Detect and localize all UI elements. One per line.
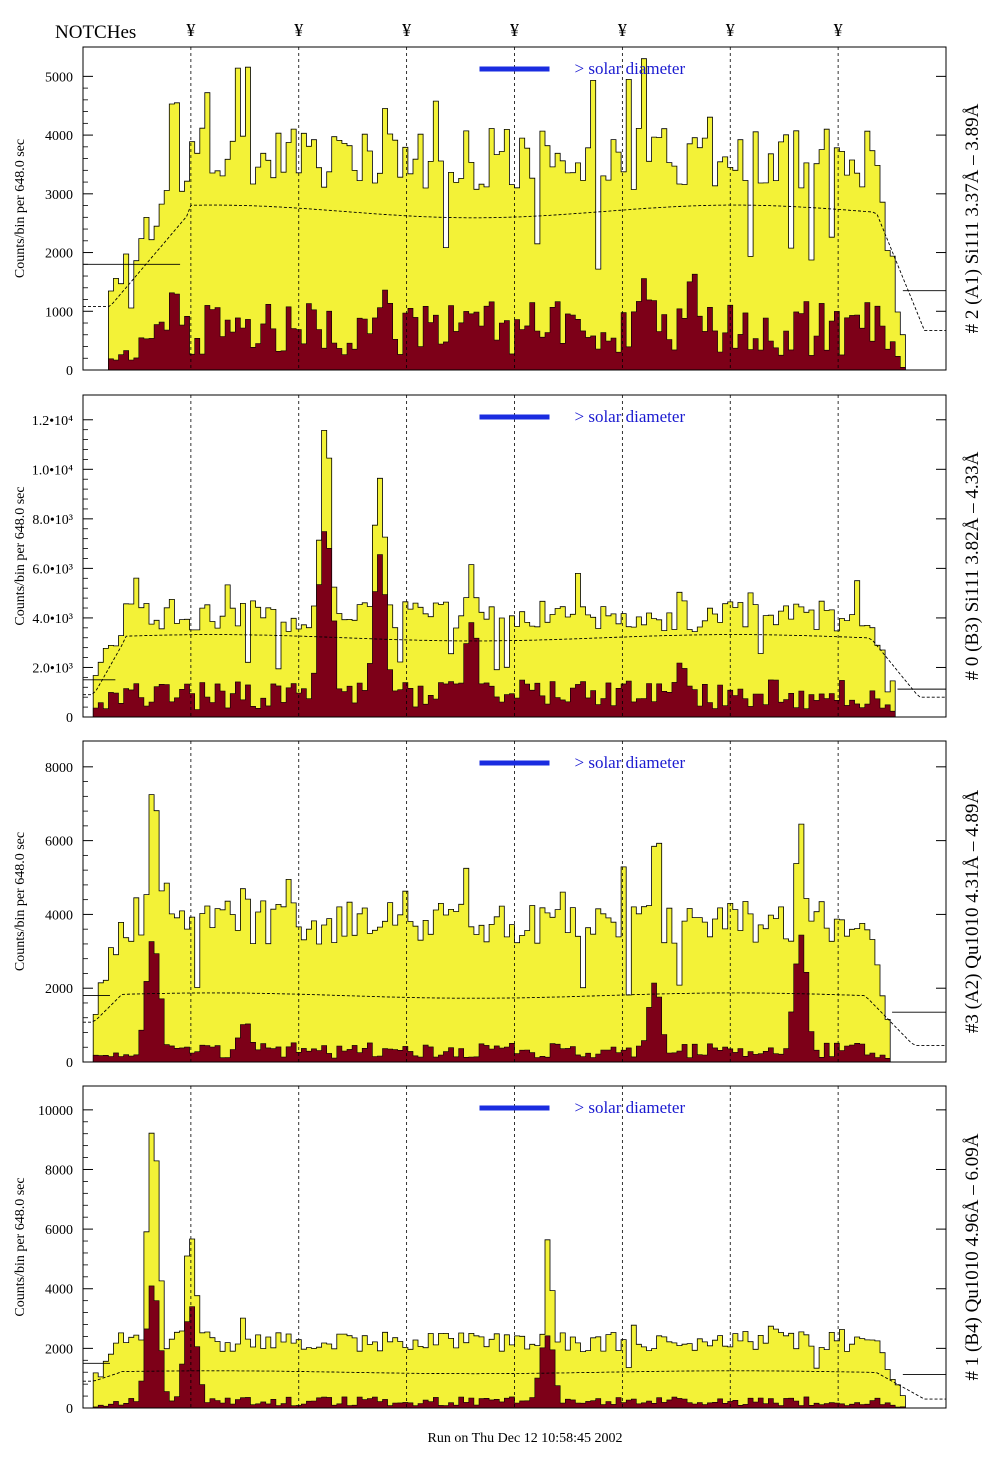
notch-symbol-2: ¥ [294,20,303,40]
y-tick-label: 5000 [45,70,73,85]
y-tick-label: 4.0•10³ [32,612,73,627]
panel-label: # 1 (B4) Qu1010 4.96Å – 6.09Å [962,1133,983,1380]
total-counts-histogram [83,58,946,371]
notch-symbol-4: ¥ [510,20,519,40]
legend-label: > solar diameter [575,59,686,78]
model-fit-curve [83,992,946,1046]
y-tick-label: 2.0•10³ [32,661,73,676]
total-counts-histogram [83,430,946,718]
spectrum-panel-3: 0 2000 4000 6000 8000 Counts/bin per 648.0 se… [13,740,983,1071]
y-tick-label: 6000 [45,835,73,850]
notch-title: NOTCHes [55,22,136,43]
panel-label: # 0 (B3) Si111 3.82Å – 4.33Å [962,451,983,680]
spectrum-panel-4: 0 2000 4000 6000 8000 10000 Counts/bin per 648… [13,1085,983,1417]
signal-counts-histogram [83,934,946,1063]
panel-label: # 2 (A1) Si111 3.37Å – 3.89Å [962,103,983,333]
y-tick-label: 8000 [45,761,73,776]
total-counts-histogram [83,1132,946,1409]
spectrum-panel-1: 0 1000 2000 3000 4000 5000 Counts/bin per 648.… [13,46,983,379]
y-axis-title: Counts/bin per 648.0 sec [13,139,28,278]
y-tick-label: 1000 [45,305,73,320]
y-tick-label: 8.0•10³ [32,513,73,528]
y-tick-label: 0 [66,711,73,726]
notch-symbol-7: ¥ [834,20,843,40]
y-tick-label: 2000 [45,1342,73,1357]
y-axis-title: Counts/bin per 648.0 sec [13,832,28,971]
y-tick-label: 3000 [45,188,73,203]
y-axis-title: Counts/bin per 648.0 sec [13,486,28,625]
y-tick-label: 10000 [38,1104,73,1119]
plot-frame [82,740,947,1063]
y-tick-label: 4000 [45,129,73,144]
signal-counts-histogram [83,531,946,718]
notch-symbol-5: ¥ [618,20,627,40]
notch-symbol-6: ¥ [726,20,735,40]
legend-label: > solar diameter [575,407,686,426]
legend-label: > solar diameter [575,1098,686,1117]
y-tick-label: 4000 [45,908,73,923]
y-tick-label: 0 [66,1402,73,1417]
y-tick-label: 0 [66,364,73,379]
spectrum-panel-2: 0 2.0•10³ 4.0•10³ 6.0•10³ 8.0•10³ 1.0•10⁴ 1.2•… [13,394,983,726]
legend-label: > solar diameter [575,753,686,772]
y-tick-label: 1.2•10⁴ [32,414,73,429]
y-axis-title: Counts/bin per 648.0 sec [13,1177,28,1316]
y-tick-label: 1.0•10⁴ [32,463,73,478]
notch-symbol-1: ¥ [186,20,195,40]
signal-counts-histogram [83,1285,946,1409]
notch-symbol-3: ¥ [402,20,411,40]
y-tick-label: 6000 [45,1223,73,1238]
signal-counts-histogram [83,273,946,371]
y-tick-label: 4000 [45,1283,73,1298]
spectrum-panels: 0 1000 2000 3000 4000 5000 Counts/bin per 648.… [13,46,983,1417]
plot-frame [82,46,947,371]
run-timestamp: Run on Thu Dec 12 10:58:45 2002 [428,1431,623,1446]
y-tick-label: 8000 [45,1163,73,1178]
y-tick-label: 2000 [45,247,73,262]
model-fit-curve [83,634,946,698]
y-tick-label: 0 [66,1056,73,1071]
notch-symbols: ¥ ¥ ¥ ¥ ¥ ¥ ¥ [186,20,842,40]
model-fit-curve [83,1370,946,1400]
y-tick-label: 6.0•10³ [32,562,73,577]
notch-header: NOTCHes ¥ ¥ ¥ ¥ ¥ ¥ ¥ [55,20,843,43]
plot-frame [82,394,947,718]
plot-frame [82,1085,947,1409]
y-tick-label: 2000 [45,982,73,997]
panel-label: #3 (A2) Qu1010 4.31Å – 4.89Å [962,790,983,1034]
